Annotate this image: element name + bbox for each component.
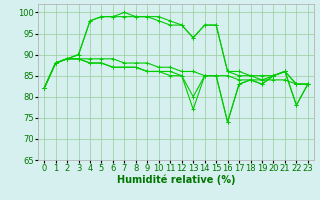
- X-axis label: Humidité relative (%): Humidité relative (%): [117, 175, 235, 185]
